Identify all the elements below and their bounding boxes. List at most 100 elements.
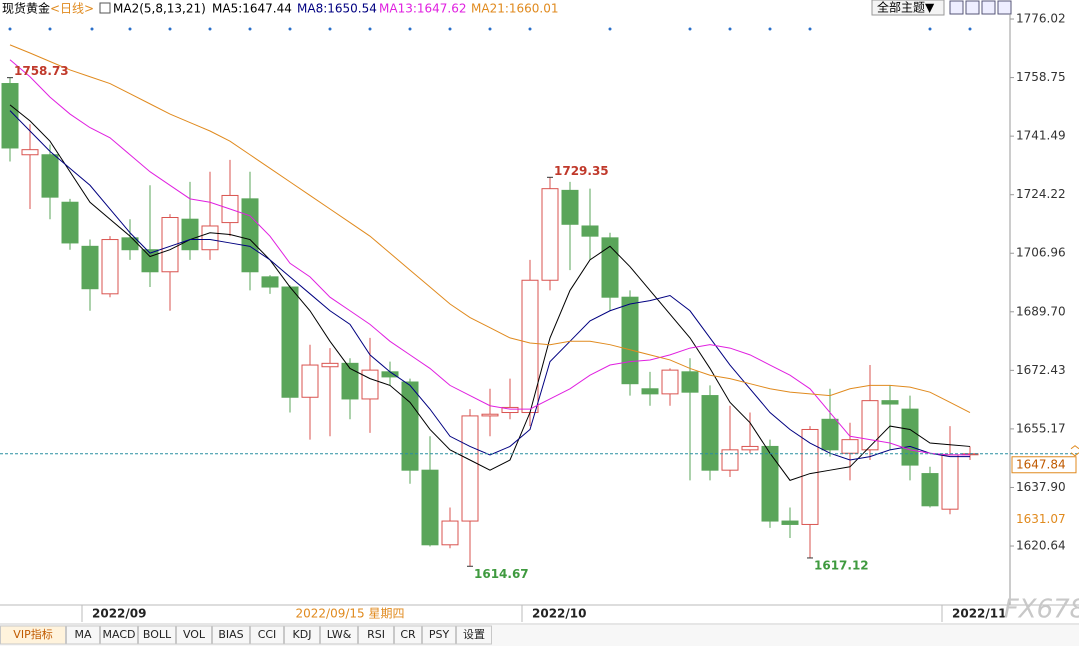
toolbar-tab[interactable] — [358, 625, 394, 645]
candle-body — [61, 201, 79, 244]
toolbar-tab-label[interactable]: BIAS — [218, 628, 243, 641]
toolbar-tab[interactable] — [320, 625, 358, 645]
toolbar-tab-label[interactable]: VOL — [183, 628, 206, 641]
toolbar-tab[interactable] — [138, 625, 176, 645]
event-dot — [688, 27, 692, 31]
toolbar-tab[interactable] — [66, 625, 100, 645]
candle-body — [501, 406, 519, 414]
x-tick-label: 2022/09 — [92, 607, 146, 621]
candle-body — [41, 154, 59, 198]
theme-button[interactable] — [871, 0, 945, 16]
toolbar-tab[interactable] — [212, 625, 250, 645]
last-price-arrow — [1070, 445, 1079, 457]
y-tick-label: 1724.22 — [1016, 187, 1066, 201]
toolbar-tab[interactable] — [176, 625, 212, 645]
legend-entry: MA5:1647.44 — [212, 2, 292, 16]
candle-body — [681, 371, 699, 393]
event-dot — [928, 27, 932, 31]
candle-body — [821, 418, 839, 451]
candle-body — [201, 225, 219, 251]
candle-body — [621, 296, 639, 385]
view-button[interactable] — [949, 0, 964, 15]
toolbar-tab[interactable] — [284, 625, 320, 645]
toolbar-tab[interactable] — [0, 625, 66, 645]
toolbar-tab-label[interactable]: PSY — [429, 628, 450, 641]
candle-body — [81, 245, 99, 290]
candle-body — [481, 413, 499, 417]
extreme-label: 1617.12 — [814, 558, 869, 572]
y-tick-label: 1672.43 — [1016, 363, 1066, 377]
indicator-name: MA2(5,8,13,21) — [113, 2, 206, 16]
candle-body — [881, 400, 899, 405]
candle-body — [161, 217, 179, 273]
toolbar-tab-label[interactable]: CCI — [258, 628, 277, 641]
candle-body — [461, 415, 479, 522]
candle-body — [581, 225, 599, 237]
legend-entry: MA8:1650.54 — [297, 2, 377, 16]
candle-body — [781, 520, 799, 525]
ma-line — [9, 110, 970, 461]
event-dot — [608, 27, 612, 31]
candle-body — [321, 362, 339, 368]
candle-body — [301, 364, 319, 398]
view-button[interactable] — [997, 0, 1012, 15]
cursor-date-label: 2022/09/15 星期四 — [296, 607, 405, 621]
x-tick-label: 2022/11 — [952, 607, 1006, 621]
toolbar-tab-label[interactable]: BOLL — [143, 628, 172, 641]
y-tick-label: 1706.96 — [1016, 246, 1066, 260]
y-tick-label: 1637.90 — [1016, 480, 1066, 494]
event-dot — [328, 27, 332, 31]
event-dot — [288, 27, 292, 31]
view-button[interactable] — [965, 0, 980, 15]
event-dot — [408, 27, 412, 31]
toolbar-tab[interactable] — [394, 625, 422, 645]
y-tick-label: 1776.02 — [1016, 12, 1066, 26]
event-dot — [768, 27, 772, 31]
candle-body — [721, 449, 739, 471]
toolbar-tab-label[interactable]: 设置 — [463, 628, 485, 641]
toolbar-tab[interactable] — [250, 625, 284, 645]
extreme-label: 1614.67 — [474, 567, 529, 581]
ma-line — [9, 44, 971, 413]
toolbar-tab[interactable] — [456, 625, 492, 645]
ma-line — [9, 59, 970, 456]
candle-body — [641, 388, 659, 395]
theme-button-label[interactable]: 全部主题▼ — [877, 0, 935, 15]
candle-body — [941, 454, 959, 510]
toolbar-tab-label[interactable]: RSI — [367, 628, 385, 641]
event-dot — [128, 27, 132, 31]
event-dot — [48, 27, 52, 31]
toolbar-tab[interactable] — [100, 625, 138, 645]
event-dot — [248, 27, 252, 31]
toolbar-tab[interactable] — [422, 625, 456, 645]
candle-body — [401, 381, 419, 471]
y-tick-label: 1655.17 — [1016, 421, 1066, 435]
candle-body — [921, 473, 939, 507]
toolbar-tab-label[interactable]: MA — [74, 628, 91, 641]
candle-body — [561, 189, 579, 225]
x-tick-label: 2022/10 — [532, 607, 586, 621]
candle-body — [801, 428, 819, 525]
instrument: 现货黄金 — [2, 1, 50, 16]
event-dot — [368, 27, 372, 31]
candle-body — [101, 239, 119, 295]
event-dot — [728, 27, 732, 31]
toolbar-tab-label[interactable]: MACD — [103, 628, 136, 641]
toolbar-tab-label[interactable]: KDJ — [293, 628, 312, 641]
toolbar-tab-label[interactable]: LW& — [327, 628, 352, 641]
indicator-icon[interactable] — [99, 2, 111, 14]
candle-body — [741, 445, 759, 451]
toolbar-tab-label[interactable]: VIP指标 — [13, 627, 52, 641]
event-dot — [168, 27, 172, 31]
view-button[interactable] — [981, 0, 996, 15]
period[interactable]: <日线> — [50, 2, 94, 16]
candle-body — [441, 520, 459, 546]
cursor-price-label: 1631.07 — [1016, 512, 1066, 526]
event-dot — [808, 27, 812, 31]
extreme-label: 1758.73 — [14, 64, 69, 78]
candle-body — [861, 400, 879, 451]
candle-body — [701, 395, 719, 471]
toolbar-tab-label[interactable]: CR — [400, 628, 416, 641]
